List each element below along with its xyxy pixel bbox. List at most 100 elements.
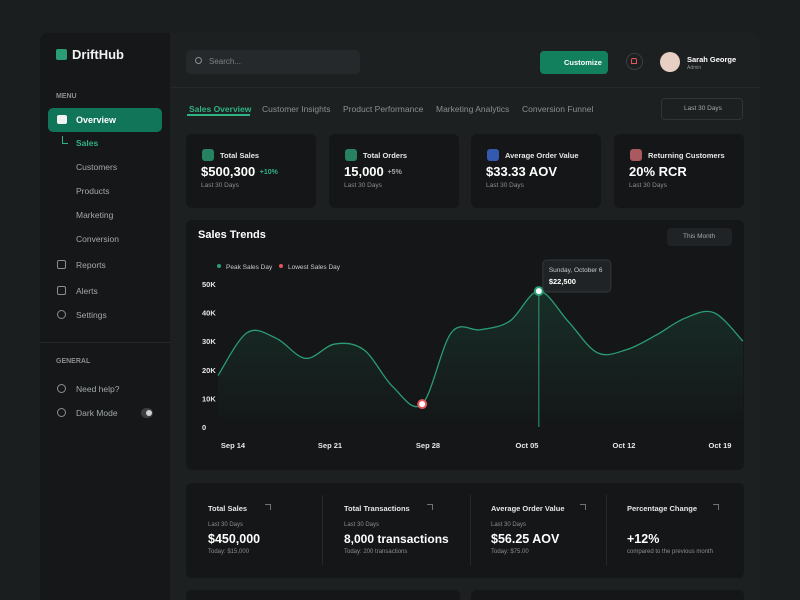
kpi-card (471, 134, 601, 208)
chart-title: Sales Trends (198, 229, 266, 242)
stat-period: Last 30 Days (344, 522, 380, 529)
kpi-value: $500,300 (201, 164, 256, 180)
toggle-knob (146, 410, 152, 416)
separator (470, 495, 471, 565)
nav-item[interactable]: Settings (76, 309, 107, 320)
search-placeholder: Search... (209, 57, 242, 67)
kpi-change: +5% (387, 168, 402, 176)
separator (606, 495, 607, 565)
subnav-item[interactable]: Customers (76, 161, 118, 172)
menu-label: MENU (56, 92, 77, 100)
kpi-value: $33.33 AOV (486, 164, 558, 180)
user-name: Sarah George (687, 54, 737, 64)
stat-note: Today: $75.00 (491, 549, 529, 556)
brand: DriftHub (72, 47, 124, 63)
kpi-card (614, 134, 744, 208)
date-filter-label[interactable]: Last 30 Days (684, 105, 722, 113)
expand-icon[interactable] (265, 504, 271, 510)
stat-title: Percentage Change (627, 503, 698, 513)
kpi-change: +10% (259, 168, 278, 176)
tooltip-date: Sunday, October 6 (549, 267, 603, 274)
tooltip (542, 259, 612, 293)
kpi-icon (630, 149, 642, 161)
legend-dot (217, 264, 221, 268)
kpi-period: Last 30 Days (201, 182, 239, 190)
kpi-period: Last 30 Days (344, 182, 382, 190)
nav-icon (57, 384, 66, 393)
divider (40, 342, 170, 343)
subnav-item[interactable]: Sales (76, 137, 99, 148)
separator (322, 495, 323, 565)
expand-icon[interactable] (427, 504, 433, 510)
tab[interactable]: Sales Overview (189, 103, 252, 114)
panel (186, 590, 460, 600)
sales-line (217, 290, 744, 408)
nav-icon (57, 260, 66, 269)
stat-note: compared to the previous month (627, 549, 714, 556)
icon (57, 115, 67, 124)
stat-title: Total Transactions (344, 503, 410, 513)
tab[interactable]: Customer Insights (262, 103, 331, 114)
y-tick-label: 50K (202, 280, 216, 289)
user-role: Admin (687, 65, 702, 71)
kpi-value: 20% RCR (629, 164, 687, 180)
tab[interactable]: Conversion Funnel (522, 103, 594, 114)
x-tick-label: Sep 14 (221, 441, 246, 450)
stat-period: Last 30 Days (208, 522, 244, 529)
nav-item[interactable]: Dark Mode (76, 407, 118, 418)
chart-filter-label[interactable]: This Month (683, 233, 716, 241)
legend-label: Peak Sales Day (226, 264, 273, 271)
kpi-title: Total Sales (220, 150, 260, 160)
nav-item[interactable]: Overview (76, 114, 117, 125)
date-filter[interactable] (661, 98, 743, 120)
x-tick-label: Sep 28 (416, 441, 440, 450)
customize-button[interactable] (540, 51, 608, 74)
y-tick-label: 20K (202, 366, 216, 375)
subnav-item[interactable]: Marketing (76, 209, 114, 220)
stat-period: Last 30 Days (491, 522, 527, 529)
y-tick-label: 30K (202, 337, 216, 346)
kpi-value: 15,000 (344, 164, 384, 180)
tab[interactable]: Product Performance (343, 103, 424, 114)
kpi-icon (487, 149, 499, 161)
kpi-card (186, 134, 316, 208)
subnav-item[interactable]: Products (76, 185, 110, 196)
stat-value: 8,000 transactions (344, 531, 449, 546)
kpi-title: Total Orders (363, 150, 408, 160)
nav-item[interactable]: Reports (76, 259, 106, 270)
tab-underline (187, 114, 250, 116)
y-tick-label: 10K (202, 394, 216, 403)
expand-icon[interactable] (713, 504, 719, 510)
peak-marker (533, 286, 544, 297)
kpi-icon (345, 149, 357, 161)
avatar[interactable] (660, 52, 680, 72)
kpi-title: Returning Customers (648, 150, 725, 160)
x-tick-label: Oct 12 (613, 441, 636, 450)
y-tick-label: 0 (202, 423, 206, 432)
stat-note: Today: 200 transactions (344, 549, 408, 556)
sub-connector (62, 136, 68, 144)
kpi-card (329, 134, 459, 208)
search-box[interactable] (186, 50, 360, 74)
subnav-item[interactable]: Conversion (76, 233, 119, 244)
stats-card (186, 483, 744, 578)
tab[interactable]: Marketing Analytics (436, 103, 510, 114)
nav-item[interactable]: Alerts (76, 285, 98, 296)
chart-filter[interactable] (667, 228, 732, 246)
kpi-period: Last 30 Days (486, 182, 524, 190)
y-tick-label: 40K (202, 309, 216, 318)
bell[interactable] (626, 53, 643, 70)
nav-icon (57, 310, 66, 319)
low-marker (417, 399, 428, 410)
kpi-icon (202, 149, 214, 161)
legend-label: Lowest Sales Day (288, 264, 341, 271)
nav-active[interactable] (48, 108, 162, 132)
kpi-period: Last 30 Days (629, 182, 667, 190)
expand-icon[interactable] (580, 504, 586, 510)
button-label[interactable]: Customize (564, 57, 602, 67)
stat-value: $450,000 (208, 531, 261, 546)
nav-item[interactable]: Need help? (76, 383, 120, 394)
x-tick-label: Oct 05 (516, 441, 539, 450)
